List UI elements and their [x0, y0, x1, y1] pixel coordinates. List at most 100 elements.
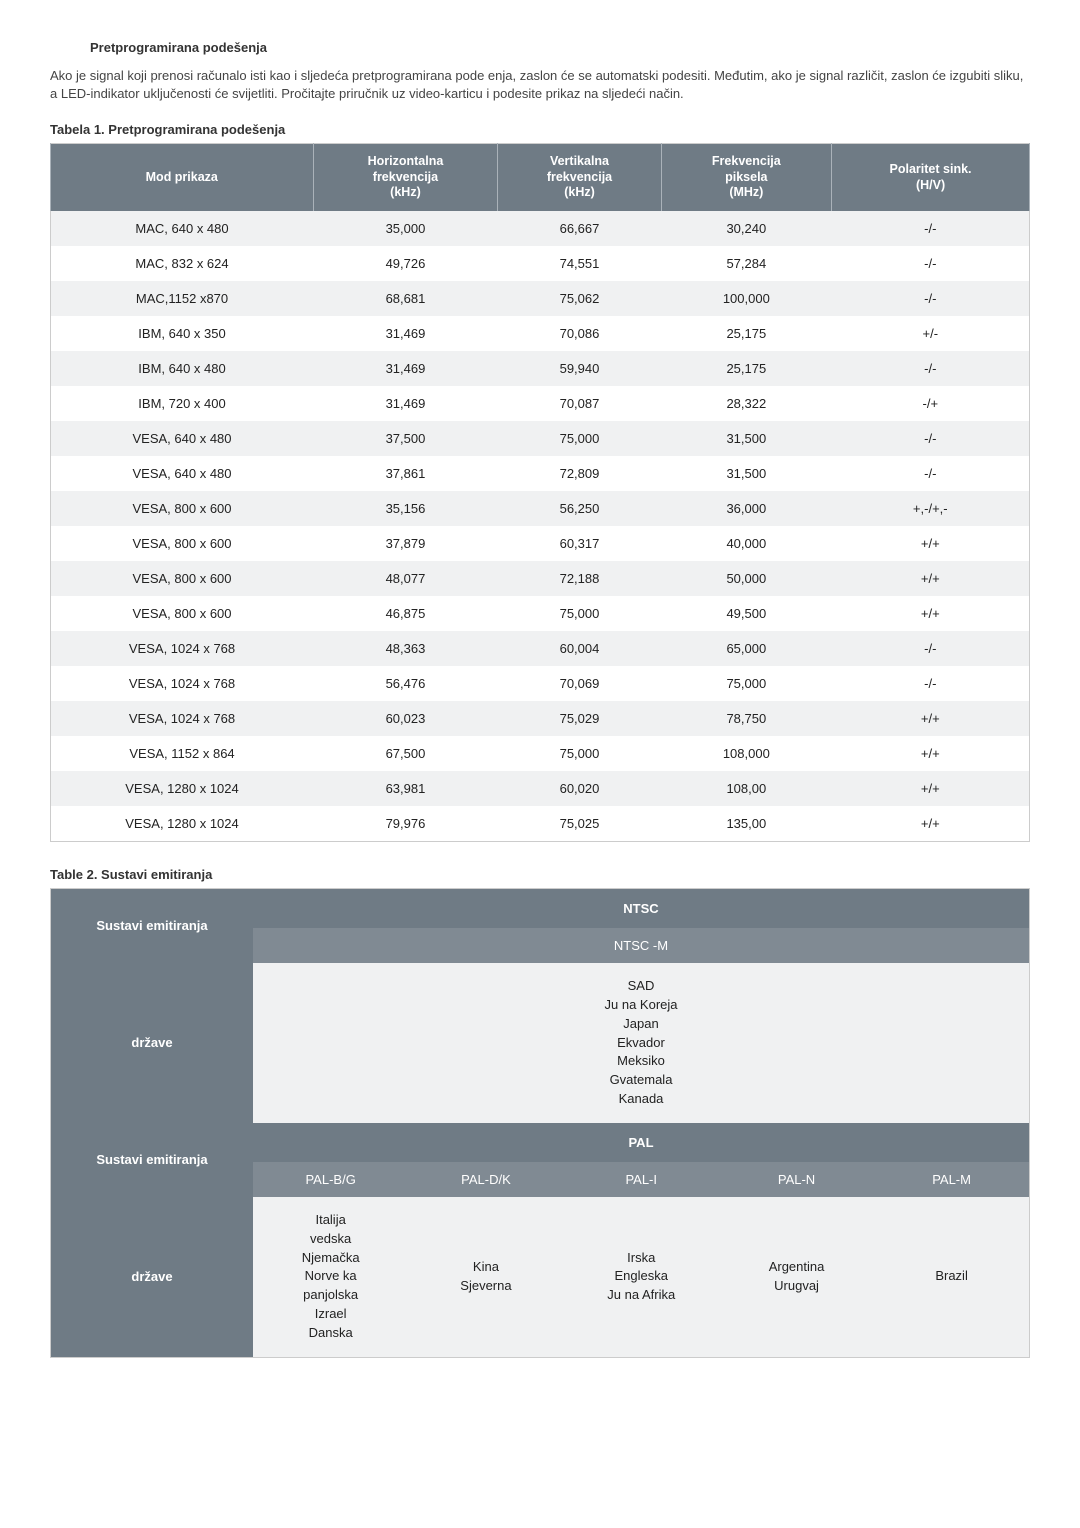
pal-countries-cell: Brazil: [874, 1197, 1029, 1357]
table-cell: -/-: [832, 666, 1030, 701]
table-cell: -/-: [832, 631, 1030, 666]
table-cell: -/-: [832, 351, 1030, 386]
table-cell: -/-: [832, 421, 1030, 456]
table-cell: 72,809: [498, 456, 661, 491]
table1-column-header: Horizontalna frekvencija (kHz): [313, 144, 498, 211]
table-row: MAC, 832 x 62449,72674,55157,284-/-: [51, 246, 1030, 281]
table-cell: 56,250: [498, 491, 661, 526]
table-cell: 37,861: [313, 456, 498, 491]
table-cell: 75,000: [498, 736, 661, 771]
table2-title: Table 2. Sustavi emitiranja: [50, 867, 1030, 882]
table-cell: 63,981: [313, 771, 498, 806]
table-cell: 31,500: [661, 456, 831, 491]
table-cell: 67,500: [313, 736, 498, 771]
table-cell: 78,750: [661, 701, 831, 736]
table-cell: IBM, 640 x 350: [51, 316, 314, 351]
table-cell: -/+: [832, 386, 1030, 421]
table-cell: 135,00: [661, 806, 831, 842]
table-cell: 35,156: [313, 491, 498, 526]
table-cell: VESA, 640 x 480: [51, 421, 314, 456]
table-cell: -/-: [832, 456, 1030, 491]
table-cell: 68,681: [313, 281, 498, 316]
ntsc-sub: NTSC -M: [253, 928, 1030, 963]
table-cell: 75,062: [498, 281, 661, 316]
table-cell: 75,025: [498, 806, 661, 842]
table-cell: 56,476: [313, 666, 498, 701]
table-cell: IBM, 720 x 400: [51, 386, 314, 421]
pal-subheader: PAL-M: [874, 1162, 1029, 1197]
table-cell: 36,000: [661, 491, 831, 526]
pal-subheader: PAL-I: [564, 1162, 719, 1197]
table-cell: 35,000: [313, 211, 498, 246]
table-cell: 108,000: [661, 736, 831, 771]
table-cell: 60,020: [498, 771, 661, 806]
table-cell: VESA, 800 x 600: [51, 561, 314, 596]
sustavi-label-ntsc: Sustavi emitiranja: [51, 888, 254, 963]
table-cell: VESA, 800 x 600: [51, 526, 314, 561]
table-cell: 50,000: [661, 561, 831, 596]
table-cell: 79,976: [313, 806, 498, 842]
table-cell: 31,469: [313, 316, 498, 351]
table-row: VESA, 800 x 60035,15656,25036,000+,-/+,-: [51, 491, 1030, 526]
table-row: VESA, 1024 x 76848,36360,00465,000-/-: [51, 631, 1030, 666]
intro-paragraph: Ako je signal koji prenosi računalo isti…: [50, 67, 1030, 102]
table-cell: 30,240: [661, 211, 831, 246]
ntsc-header: NTSC: [253, 888, 1030, 928]
table-cell: 28,322: [661, 386, 831, 421]
table-cell: +/+: [832, 806, 1030, 842]
table-cell: 60,317: [498, 526, 661, 561]
table-cell: VESA, 800 x 600: [51, 596, 314, 631]
table-cell: VESA, 800 x 600: [51, 491, 314, 526]
table-cell: 46,875: [313, 596, 498, 631]
table-cell: 70,069: [498, 666, 661, 701]
table-cell: 70,087: [498, 386, 661, 421]
table-cell: 31,500: [661, 421, 831, 456]
table-cell: MAC, 640 x 480: [51, 211, 314, 246]
table-cell: 59,940: [498, 351, 661, 386]
pal-countries-cell: Italija vedska Njemačka Norve ka panjols…: [253, 1197, 408, 1357]
pal-header: PAL: [253, 1123, 1030, 1162]
table-cell: -/-: [832, 246, 1030, 281]
table-row: VESA, 1152 x 86467,50075,000108,000+/+: [51, 736, 1030, 771]
table-cell: 60,023: [313, 701, 498, 736]
table1-column-header: Polaritet sink. (H/V): [832, 144, 1030, 211]
table-row: MAC, 640 x 48035,00066,66730,240-/-: [51, 211, 1030, 246]
table-cell: 75,000: [498, 596, 661, 631]
table-cell: VESA, 1024 x 768: [51, 666, 314, 701]
table-cell: 37,879: [313, 526, 498, 561]
table1-column-header: Frekvencija piksela (MHz): [661, 144, 831, 211]
table-cell: 75,000: [661, 666, 831, 701]
table-cell: +/+: [832, 701, 1030, 736]
table-cell: IBM, 640 x 480: [51, 351, 314, 386]
table-row: VESA, 800 x 60037,87960,31740,000+/+: [51, 526, 1030, 561]
drzave-label-ntsc: države: [51, 963, 254, 1123]
table-cell: VESA, 1280 x 1024: [51, 806, 314, 842]
table-cell: 70,086: [498, 316, 661, 351]
section-title: Pretprogramirana podešenja: [90, 40, 1030, 55]
table-cell: 25,175: [661, 316, 831, 351]
table-cell: VESA, 1024 x 768: [51, 701, 314, 736]
table-cell: VESA, 640 x 480: [51, 456, 314, 491]
table-cell: MAC, 832 x 624: [51, 246, 314, 281]
table-cell: -/-: [832, 281, 1030, 316]
table-cell: +/+: [832, 771, 1030, 806]
table-row: VESA, 1280 x 102463,98160,020108,00+/+: [51, 771, 1030, 806]
table-cell: +/+: [832, 736, 1030, 771]
table-row: MAC,1152 x87068,68175,062100,000-/-: [51, 281, 1030, 316]
table-cell: -/-: [832, 211, 1030, 246]
pal-countries-cell: Argentina Urugvaj: [719, 1197, 874, 1357]
table-cell: VESA, 1024 x 768: [51, 631, 314, 666]
table-row: VESA, 1024 x 76856,47670,06975,000-/-: [51, 666, 1030, 701]
table-cell: 57,284: [661, 246, 831, 281]
table-cell: VESA, 1152 x 864: [51, 736, 314, 771]
sustavi-label-pal: Sustavi emitiranja: [51, 1123, 254, 1197]
drzave-label-pal: države: [51, 1197, 254, 1357]
pal-subheader: PAL-N: [719, 1162, 874, 1197]
table-cell: VESA, 1280 x 1024: [51, 771, 314, 806]
table-row: IBM, 720 x 40031,46970,08728,322-/+: [51, 386, 1030, 421]
table-cell: 37,500: [313, 421, 498, 456]
table-row: IBM, 640 x 48031,46959,94025,175-/-: [51, 351, 1030, 386]
table-cell: 66,667: [498, 211, 661, 246]
table1-column-header: Mod prikaza: [51, 144, 314, 211]
table-row: VESA, 800 x 60046,87575,00049,500+/+: [51, 596, 1030, 631]
